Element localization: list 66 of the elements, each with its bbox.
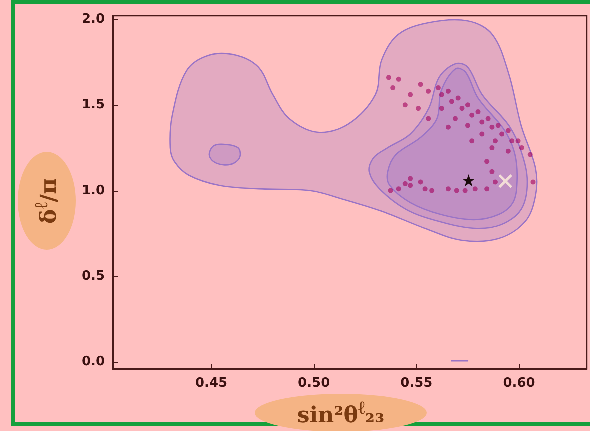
point: [492, 138, 498, 144]
point: [402, 181, 408, 186]
point: [426, 88, 432, 94]
point: [454, 188, 460, 194]
point: [470, 112, 475, 118]
point: [416, 106, 422, 112]
x-axis-title: sin²θ$^{ℓ}$₂₃: [297, 398, 385, 428]
point: [496, 123, 501, 128]
point: [422, 186, 428, 192]
x-tick-label: 0.50: [298, 376, 330, 391]
point: [476, 109, 481, 114]
point: [484, 159, 490, 164]
point: [426, 116, 432, 122]
point: [460, 106, 465, 112]
point: [462, 174, 475, 187]
point: [516, 138, 521, 144]
point: [449, 99, 454, 104]
point: [490, 124, 495, 130]
point: [418, 180, 424, 185]
point: [446, 124, 451, 130]
point: [506, 128, 511, 134]
point: [408, 176, 414, 182]
y-tick-label: 0.0: [82, 354, 105, 370]
point: [439, 106, 444, 112]
point: [446, 186, 451, 192]
point: [480, 132, 485, 137]
point: [470, 138, 475, 144]
point: [490, 145, 495, 150]
point: [530, 180, 536, 185]
point: [506, 148, 511, 154]
point: [390, 85, 396, 90]
point: [408, 92, 414, 98]
point: [492, 180, 498, 185]
point: [465, 102, 470, 108]
point: [439, 92, 444, 98]
point: [500, 132, 505, 137]
x-tick-label: 0.60: [503, 376, 536, 391]
point: [462, 188, 468, 194]
point: [446, 88, 451, 94]
y-tick-label: 1.5: [82, 98, 105, 113]
point: [486, 116, 491, 122]
point: [480, 120, 485, 125]
point: [396, 76, 402, 82]
point: [510, 138, 515, 144]
point: [418, 82, 424, 88]
point: [452, 116, 458, 122]
point: [388, 188, 394, 194]
point: [519, 145, 524, 150]
y-tick-label: 2.0: [82, 12, 105, 27]
point: [465, 123, 470, 128]
point: [528, 152, 533, 158]
x-tick-label: 0.55: [400, 376, 433, 391]
point: [490, 169, 495, 174]
x-tick-label: 0.45: [195, 376, 228, 391]
y-tick-label: 1.0: [82, 183, 105, 198]
point: [402, 102, 408, 108]
point: [386, 75, 392, 80]
point: [456, 96, 461, 101]
point: [498, 174, 513, 189]
point: [396, 186, 402, 192]
point: [430, 188, 435, 194]
point: [408, 183, 414, 188]
y-tick-label: 0.5: [82, 268, 105, 284]
point: [436, 85, 441, 90]
point: [472, 186, 478, 192]
point: [484, 186, 490, 192]
